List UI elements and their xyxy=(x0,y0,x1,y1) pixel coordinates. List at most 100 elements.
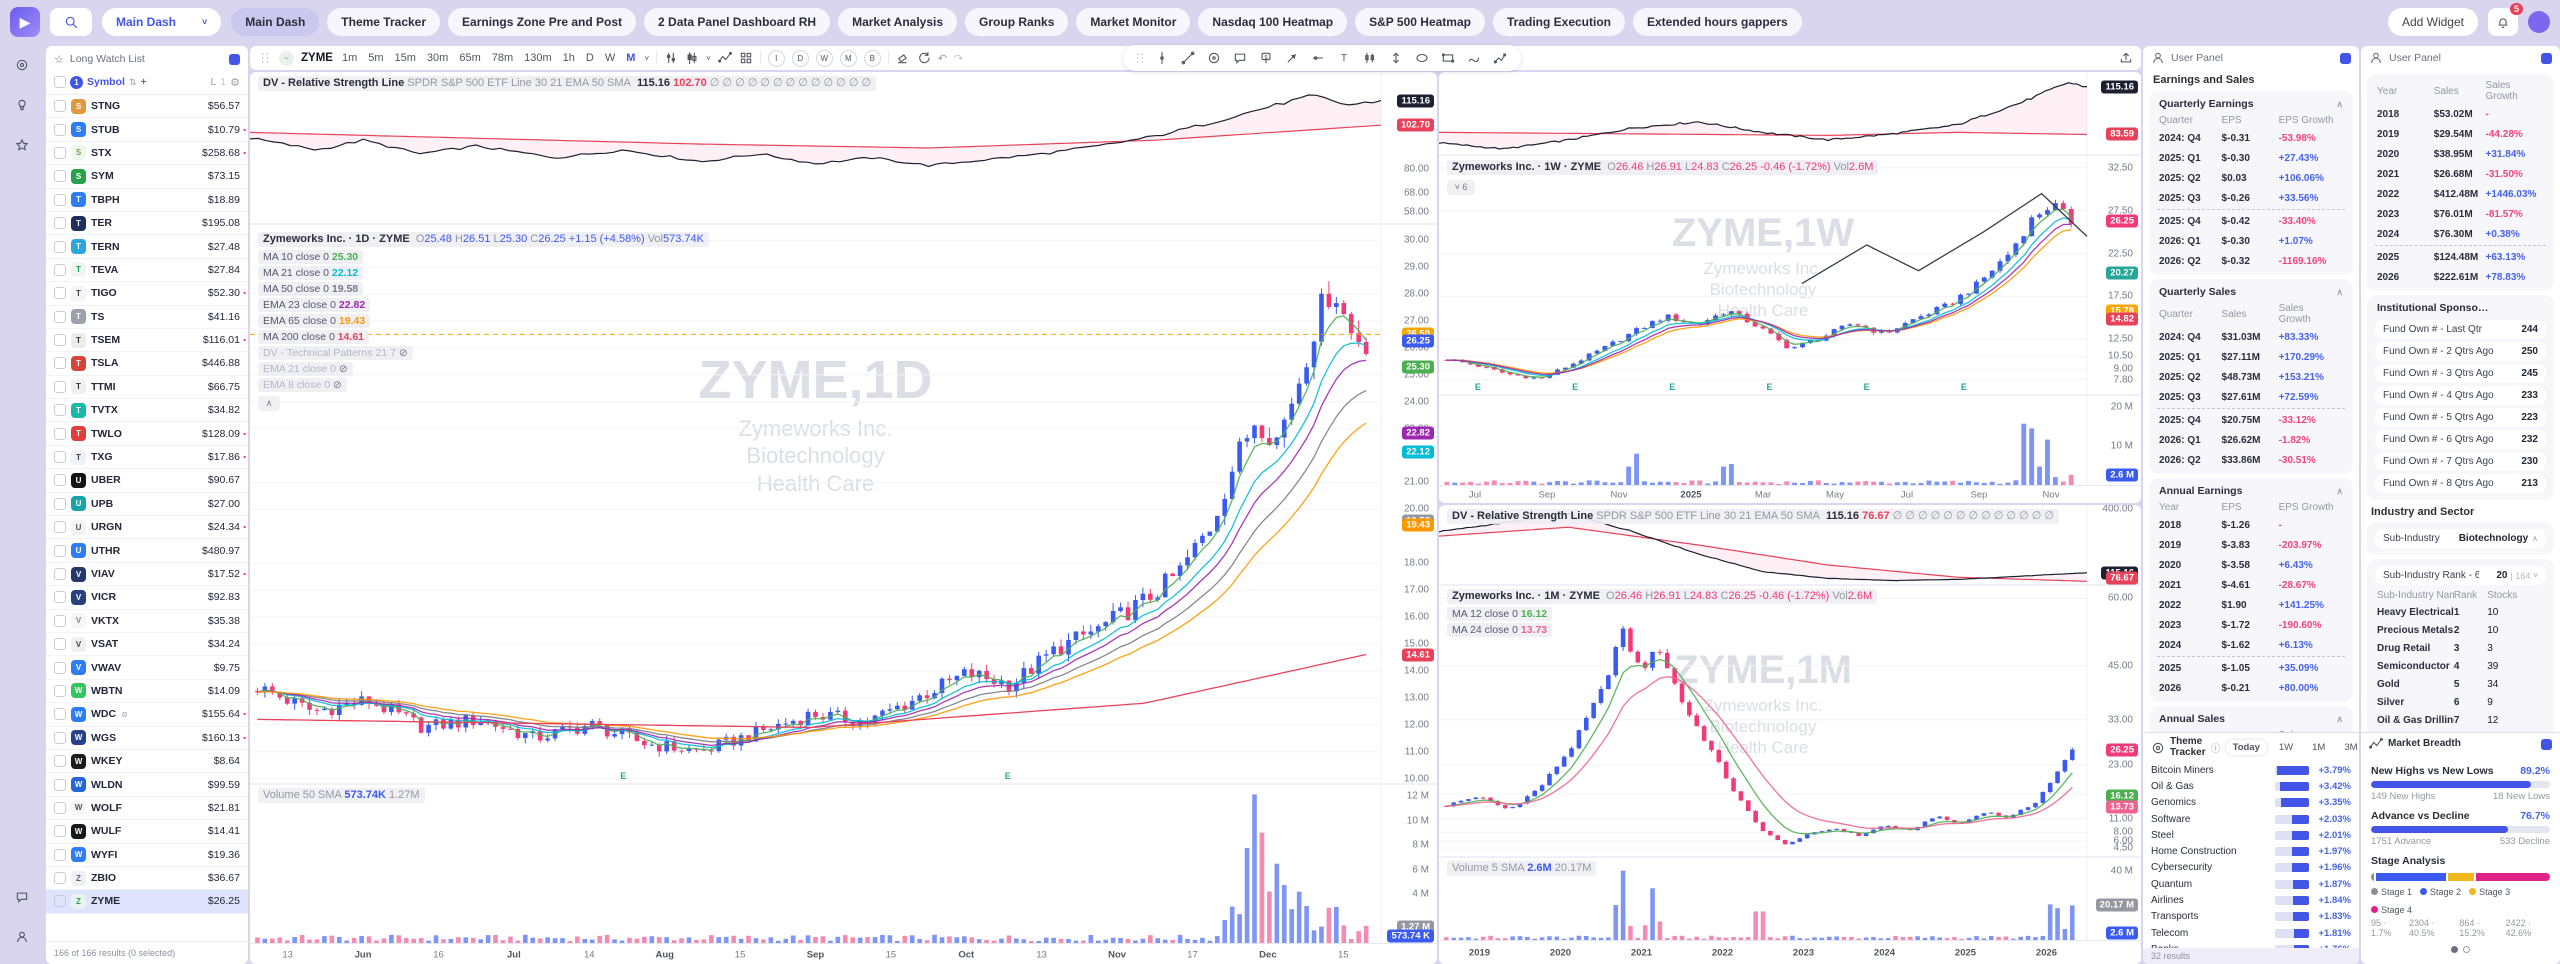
theme-row-transports[interactable]: Transports +1.83% xyxy=(2151,909,2351,925)
row-checkbox[interactable] xyxy=(54,170,66,183)
comment-icon[interactable] xyxy=(1229,47,1251,69)
theme-tab-1w[interactable]: 1W xyxy=(2278,742,2294,753)
row-checkbox[interactable] xyxy=(54,731,66,744)
watchlist-row-uthr[interactable]: U UTHR $480.97 xyxy=(46,539,248,563)
row-checkbox[interactable] xyxy=(54,825,66,838)
tab-s-p-500-heatmap[interactable]: S&P 500 Heatmap xyxy=(1355,8,1485,36)
star-icon[interactable]: ☆ xyxy=(54,53,64,66)
watchlist-row-vwav[interactable]: V VWAV $9.75 xyxy=(46,656,248,680)
weekly-chart[interactable]: ZYME,1W Zymeworks Inc. Biotechnology Health… xyxy=(1439,72,2141,503)
price-axis[interactable]: 400.00115.1676.6760.0045.0033.0023.0016.… xyxy=(2085,505,2141,940)
collapse-button[interactable]: ˅ 6 xyxy=(1447,180,1475,195)
timeframe-W[interactable]: W xyxy=(604,52,616,64)
tab-nasdaq-100-heatmap[interactable]: Nasdaq 100 Heatmap xyxy=(1198,8,1348,36)
indicator-row[interactable]: MA 12 close 0 16.12 xyxy=(1447,607,1553,621)
watchlist-row-ter[interactable]: T TER $195.08 xyxy=(46,212,248,236)
indicators-icon[interactable] xyxy=(664,51,678,65)
indicator-row[interactable]: EMA 65 close 0 19.43 xyxy=(258,314,371,328)
timeframe-65m[interactable]: 65m xyxy=(459,52,481,64)
watchlist-row-wldn[interactable]: W WLDN $99.59 xyxy=(46,773,248,797)
vertical-line-icon[interactable] xyxy=(1151,47,1173,69)
notifications-button[interactable]: 5 xyxy=(2488,3,2523,36)
tab-market-analysis[interactable]: Market Analysis xyxy=(838,8,958,36)
watchlist-row-vicr[interactable]: V VICR $92.83 xyxy=(46,586,248,610)
watchlist-row-wgs[interactable]: W WGS $160.13 ▪ xyxy=(46,727,248,750)
row-checkbox[interactable] xyxy=(54,380,66,393)
chevron-down-icon[interactable]: ˅ xyxy=(706,53,711,63)
row-checkbox[interactable] xyxy=(54,872,66,885)
rectangle-icon[interactable] xyxy=(1437,47,1459,69)
gear-icon[interactable]: ⚙ xyxy=(230,76,240,89)
row-checkbox[interactable] xyxy=(54,638,66,651)
fib-circle-icon[interactable] xyxy=(1203,47,1225,69)
view-button-b[interactable]: B xyxy=(863,49,881,67)
watchlist-row-tern[interactable]: T TERN $27.48 xyxy=(46,235,248,259)
watchlist-row-viav[interactable]: V VIAV $17.52 ▪ xyxy=(46,563,248,587)
arrow-icon[interactable] xyxy=(1281,47,1303,69)
timeframe-1m[interactable]: 1m xyxy=(341,52,358,64)
row-checkbox[interactable] xyxy=(54,614,66,627)
redo-icon[interactable]: ↷ xyxy=(954,52,964,65)
sub-industry-row[interactable]: Sub-Industry Biotechnology ∧ xyxy=(2375,529,2546,548)
timeframe-130m[interactable]: 130m xyxy=(524,52,552,64)
chart-style-icon[interactable] xyxy=(685,51,699,65)
theme-tab-1m[interactable]: 1M xyxy=(2312,742,2326,753)
row-checkbox[interactable] xyxy=(54,661,66,674)
theme-row-oil-gas[interactable]: Oil & Gas +3.42% xyxy=(2151,778,2351,794)
watchlist-row-stx[interactable]: S STX $258.68 ▪ xyxy=(46,142,248,166)
row-checkbox[interactable] xyxy=(54,217,66,230)
watchlist-row-wulf[interactable]: W WULF $14.41 xyxy=(46,820,248,844)
watchlist-row-tsem[interactable]: T TSEM $116.01 ▪ xyxy=(46,329,248,353)
timeframe-M[interactable]: M xyxy=(626,52,636,64)
hidden-indicator-row[interactable]: EMA 8 close 0 ⊘ xyxy=(258,378,347,392)
theme-row-software[interactable]: Software +2.03% xyxy=(2151,811,2351,827)
watchlist-row-txg[interactable]: T TXG $17.86 ▪ xyxy=(46,446,248,470)
watchlist-row-wkey[interactable]: W WKEY $8.64 xyxy=(46,750,248,774)
watchlist-row-wdc[interactable]: W WDC ⊜ $155.64 ▪ xyxy=(46,703,248,727)
tab-group-ranks[interactable]: Group Ranks xyxy=(965,8,1069,36)
layout-grid-icon[interactable] xyxy=(739,51,753,65)
timeframe-5m[interactable]: 5m xyxy=(368,52,384,64)
undo-icon[interactable]: ↶ xyxy=(937,52,947,65)
timeframe-D[interactable]: D xyxy=(585,52,594,64)
search-button[interactable] xyxy=(50,8,92,36)
export-icon[interactable] xyxy=(2119,51,2133,65)
price-label-icon[interactable]: $ xyxy=(1255,47,1277,69)
tab-market-monitor[interactable]: Market Monitor xyxy=(1076,8,1191,36)
watchlist-row-wyfi[interactable]: W WYFI $19.36 xyxy=(46,844,248,867)
annual-earnings-title[interactable]: Annual Earnings ∧ xyxy=(2155,482,2347,500)
watchlist-row-tvtx[interactable]: T TVTX $34.82 xyxy=(46,399,248,423)
row-checkbox[interactable] xyxy=(54,497,66,510)
date-axis[interactable]: Jul Sep Nov 2025 Mar May Jul Sep Nov xyxy=(1439,485,2141,503)
timeframe-15m[interactable]: 15m xyxy=(394,52,416,64)
col-1-header[interactable]: 1 xyxy=(220,76,227,88)
collapse-caret-icon[interactable]: ∧ xyxy=(2336,286,2343,297)
tab-theme-tracker[interactable]: Theme Tracker xyxy=(327,8,441,36)
row-checkbox[interactable] xyxy=(54,521,66,534)
watchlist-row-vsat[interactable]: V VSAT $34.24 xyxy=(46,633,248,657)
tab-extended-hours-gappers[interactable]: Extended hours gappers xyxy=(1633,8,1802,36)
row-checkbox[interactable] xyxy=(54,474,66,487)
watchlist-row-stub[interactable]: S STUB $10.79 ▪ xyxy=(46,118,248,142)
collapse-caret-icon[interactable]: ∧ xyxy=(2336,485,2343,496)
ellipse-icon[interactable] xyxy=(1411,47,1433,69)
indicator-row[interactable]: MA 200 close 0 14.61 xyxy=(258,330,369,344)
chevron-down-icon[interactable]: ˅ xyxy=(644,53,650,63)
row-checkbox[interactable] xyxy=(54,451,66,464)
add-widget-button[interactable]: Add Widget xyxy=(2387,8,2478,36)
daily-chart[interactable]: ZYME,1D Zymeworks Inc. Biotechnology Health… xyxy=(250,72,1437,964)
sort-icon[interactable]: ⇅ xyxy=(128,76,137,87)
timeframe-78m[interactable]: 78m xyxy=(491,52,514,64)
compare-icon[interactable] xyxy=(717,51,732,65)
row-checkbox[interactable] xyxy=(54,263,66,276)
row-checkbox[interactable] xyxy=(54,778,66,791)
watchlist-row-tigo[interactable]: T TIGO $52.30 ▪ xyxy=(46,282,248,306)
theme-row-home-construction[interactable]: Home Construction +1.97% xyxy=(2151,843,2351,859)
col-l-header[interactable]: L xyxy=(210,76,217,88)
chat-icon[interactable] xyxy=(9,884,35,910)
theme-row-cybersecurity[interactable]: Cybersecurity +1.96% xyxy=(2151,860,2351,876)
indicator-row[interactable]: MA 10 close 0 25.30 xyxy=(258,250,364,264)
row-checkbox[interactable] xyxy=(54,755,66,768)
row-checkbox[interactable] xyxy=(54,568,66,580)
row-checkbox[interactable] xyxy=(54,591,66,604)
